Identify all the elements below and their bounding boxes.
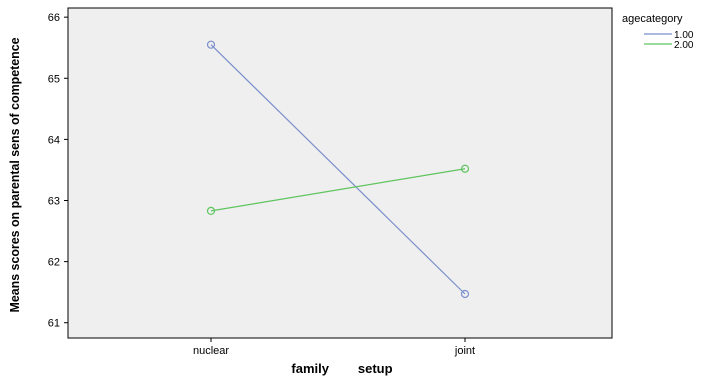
series-2-point-1 [206,206,216,215]
legend-label-2: 2.00 [674,40,694,51]
x-tick-label: nuclear [193,345,229,357]
y-tick-label: 64 [48,134,60,146]
x-axis: nuclear joint [193,338,475,357]
y-tick-label: 66 [48,12,60,24]
y-axis: 61 62 63 64 65 66 [48,12,68,330]
x-axis-title: family setup [291,361,392,376]
y-tick-label: 61 [48,318,60,330]
legend: agecategory 1.002.00 [622,13,694,51]
series-1-point-1 [206,40,216,49]
legend-title: agecategory [622,13,683,25]
y-tick-label: 65 [48,73,60,85]
x-tick-label: joint [454,345,475,357]
series-line-2 [210,168,466,212]
series-1-point-2 [460,289,470,299]
series-line-1 [210,44,466,295]
y-tick-label: 62 [48,257,60,269]
y-axis-title: Means scores on parental sens of compete… [7,38,22,313]
series-2-point-2 [460,164,470,173]
y-tick-label: 63 [48,196,60,208]
legend-label-1: 1.00 [674,30,694,41]
series-layer [206,40,470,299]
plot-area [67,7,613,339]
